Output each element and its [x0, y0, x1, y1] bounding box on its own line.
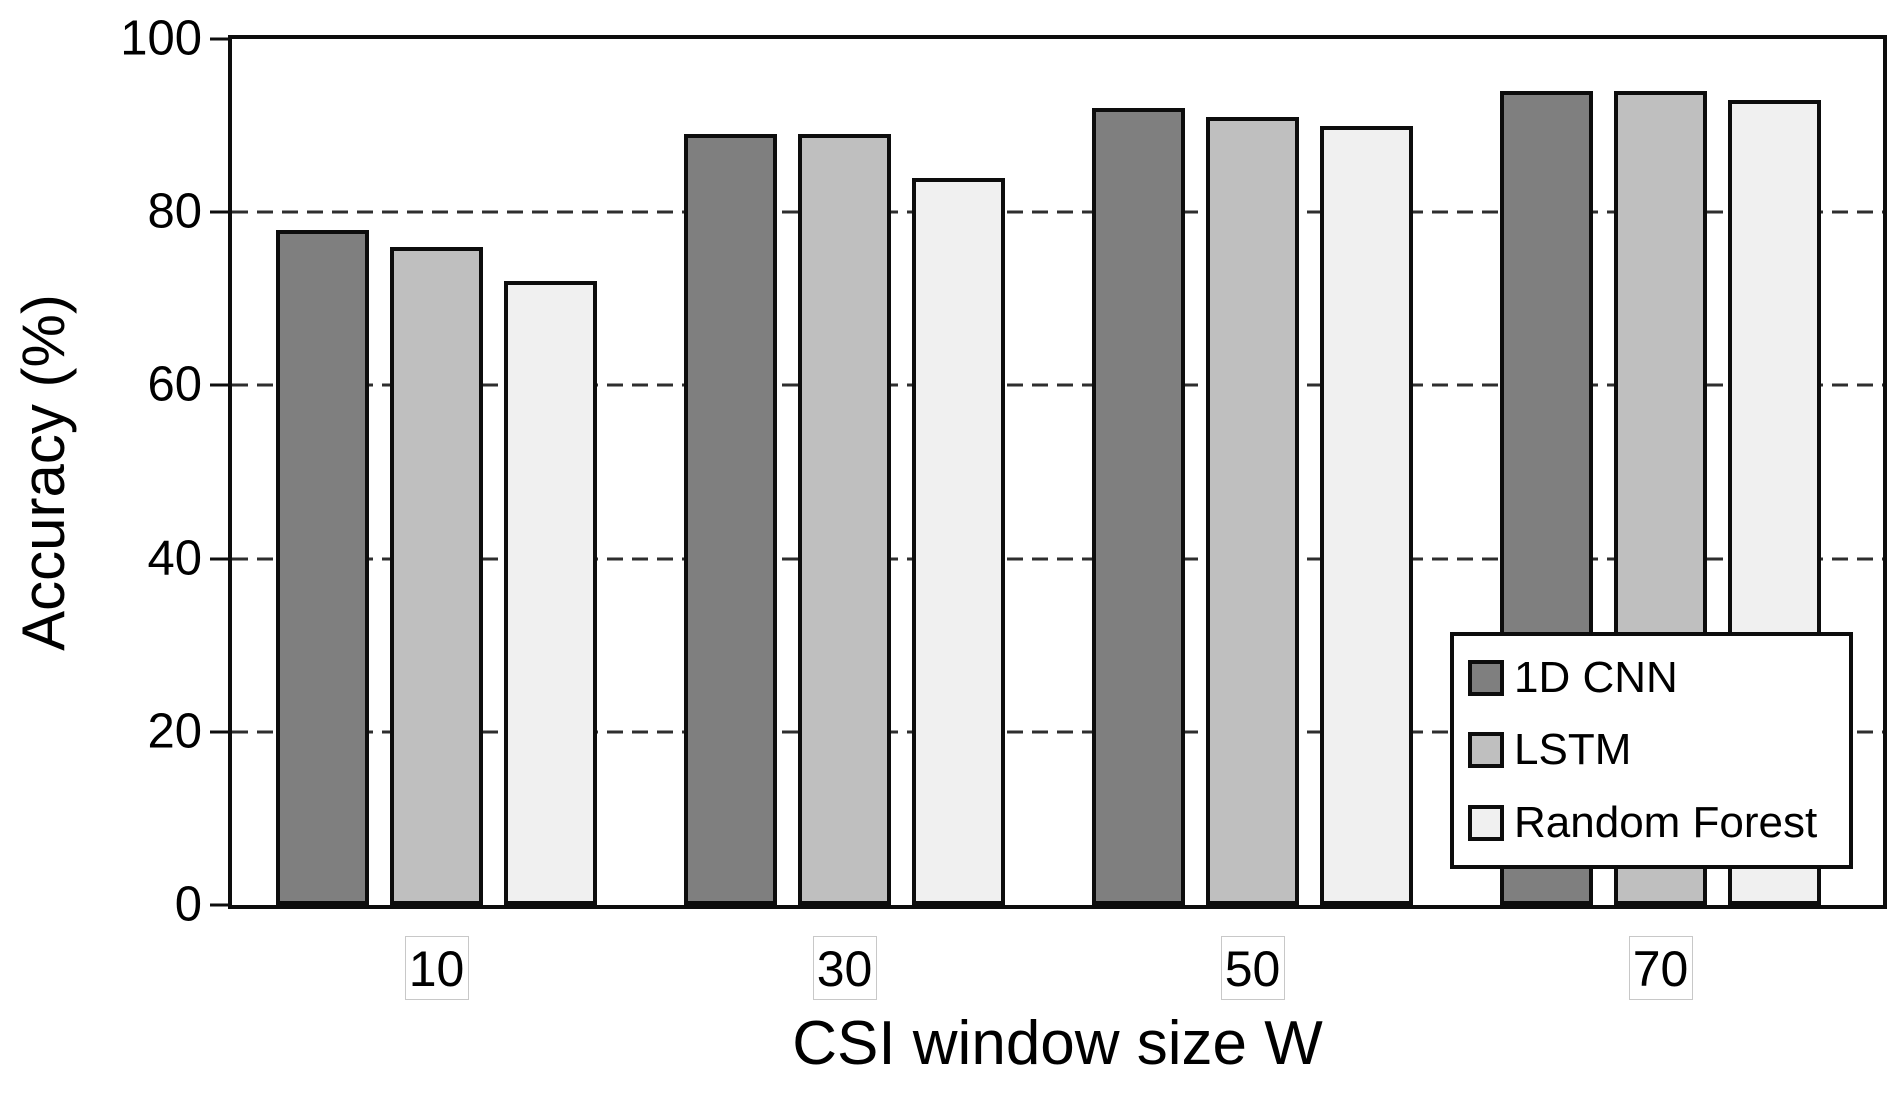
legend-swatch-lstm [1468, 732, 1504, 769]
legend-label-lstm: LSTM [1514, 725, 1632, 775]
y-tick-label-0: 0 [174, 877, 202, 932]
legend: 1D CNN LSTM Random Forest [1450, 632, 1853, 869]
y-tick-100 [210, 37, 228, 41]
bar-random-forest-30 [912, 177, 1005, 905]
y-tick-label-40: 40 [147, 531, 202, 586]
legend-swatch-random-forest [1468, 804, 1504, 841]
y-tick-label-20: 20 [147, 704, 202, 759]
y-tick-40 [210, 557, 228, 561]
legend-item-1d-cnn: 1D CNN [1468, 654, 1849, 702]
x-tick-label-10: 10 [404, 936, 469, 1000]
legend-item-lstm: LSTM [1468, 726, 1849, 774]
y-tick-label-100: 100 [120, 11, 202, 66]
x-slot-30: 30 [684, 936, 1005, 1000]
y-tick-60 [210, 383, 228, 387]
x-tick-label-70: 70 [1628, 936, 1693, 1000]
bar-group-50 [1092, 39, 1413, 905]
bar-groups [232, 39, 1883, 905]
bar-group-10 [276, 39, 597, 905]
bar-1d-cnn-10 [276, 229, 369, 905]
y-tick-label-80: 80 [147, 184, 202, 239]
bar-lstm-50 [1206, 116, 1299, 905]
x-slot-70: 70 [1500, 936, 1821, 1000]
bar-random-forest-10 [504, 281, 597, 905]
bar-random-forest-50 [1320, 125, 1413, 905]
y-axis-tick-marks [208, 37, 228, 907]
y-tick-0 [210, 903, 228, 907]
y-tick-80 [210, 210, 228, 214]
bar-1d-cnn-50 [1092, 108, 1185, 905]
y-tick-20 [210, 730, 228, 734]
bar-group-30 [684, 39, 1005, 905]
gridline-40 [232, 557, 1883, 561]
legend-label-1d-cnn: 1D CNN [1514, 653, 1678, 703]
x-slot-10: 10 [276, 936, 597, 1000]
legend-item-random-forest: Random Forest [1468, 797, 1849, 847]
x-axis-title: CSI window size W [792, 1009, 1323, 1078]
x-tick-label-50: 50 [1220, 936, 1285, 1000]
gridline-20 [232, 730, 1883, 734]
plot-area [228, 35, 1887, 909]
x-axis-tick-labels: 10 30 50 70 [232, 936, 1899, 1000]
x-slot-50: 50 [1092, 936, 1413, 1000]
legend-label-random-forest: Random Forest [1514, 797, 1818, 847]
bar-lstm-30 [798, 134, 891, 905]
y-tick-label-60: 60 [147, 357, 202, 412]
x-tick-label-30: 30 [812, 936, 877, 1000]
bar-1d-cnn-30 [684, 134, 777, 905]
bar-lstm-10 [390, 246, 483, 905]
gridline-60 [232, 383, 1883, 387]
gridline-80 [232, 210, 1883, 214]
y-axis-tick-labels: 0 20 40 60 80 100 [60, 14, 202, 929]
legend-swatch-1d-cnn [1468, 660, 1504, 697]
